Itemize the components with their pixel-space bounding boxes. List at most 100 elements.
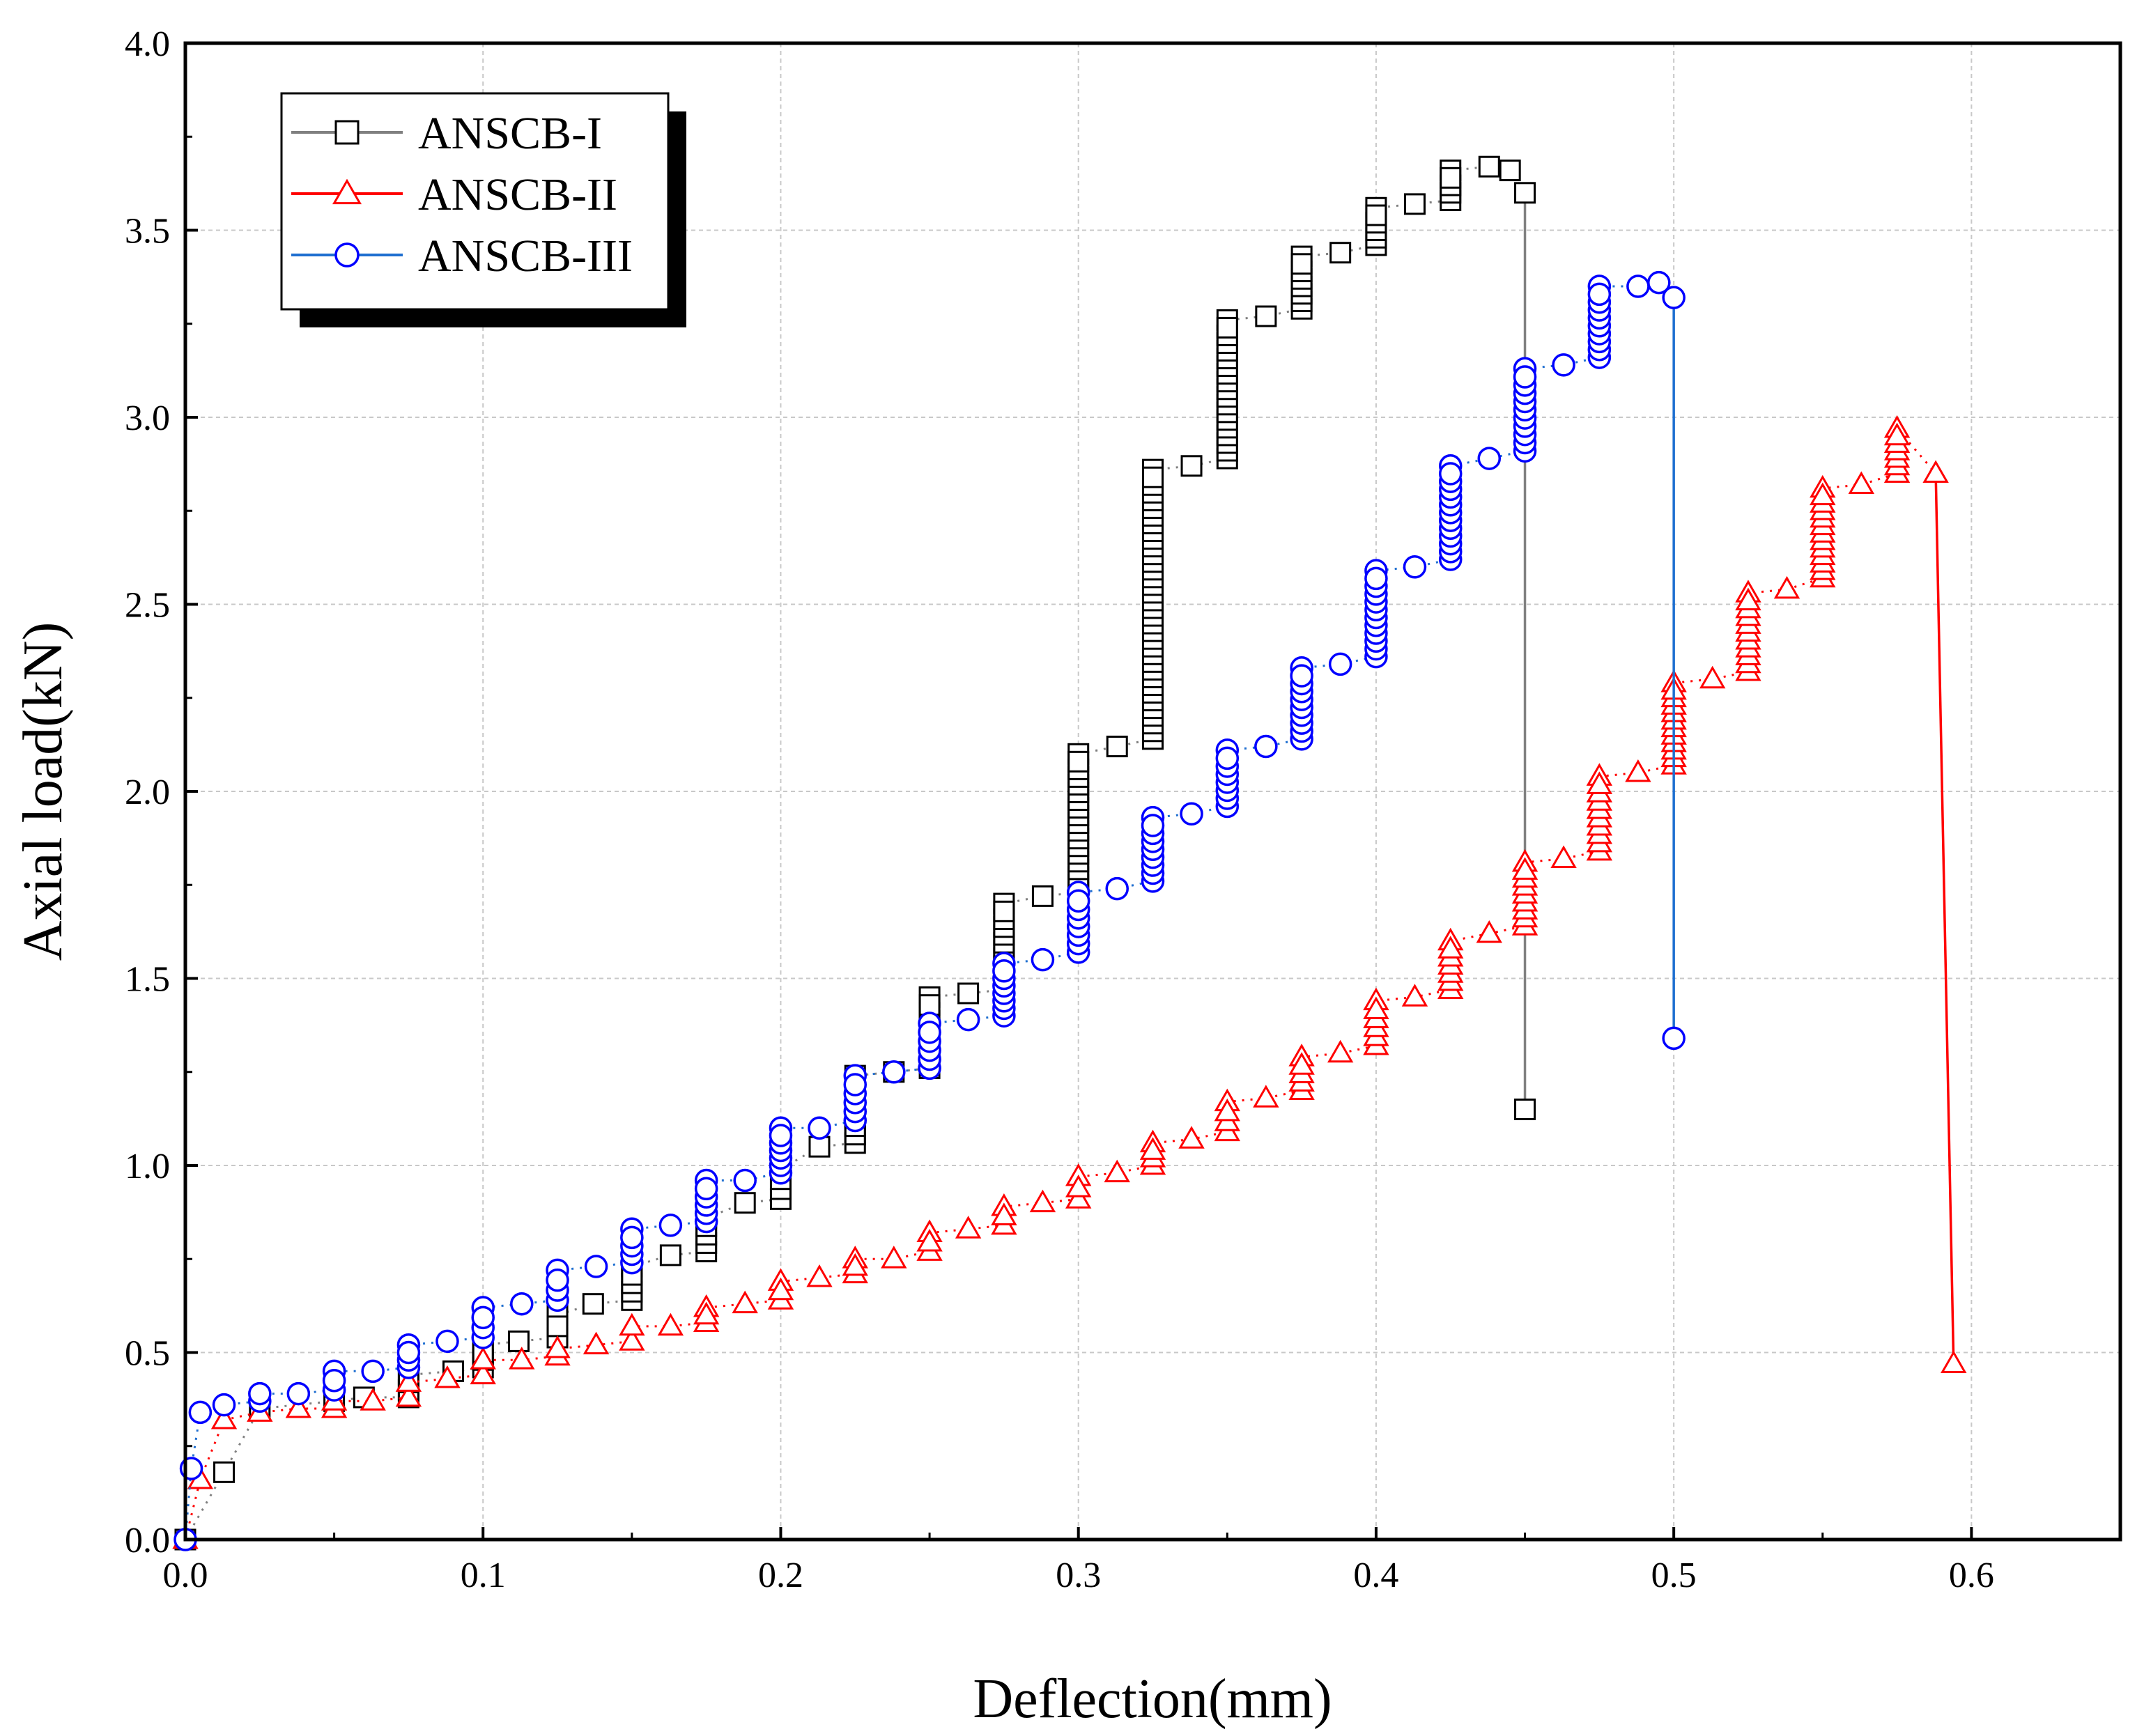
data-point bbox=[1403, 193, 1426, 215]
data-point bbox=[1253, 1085, 1279, 1108]
data-point bbox=[1178, 1126, 1205, 1149]
data-point-stack bbox=[1288, 1052, 1315, 1075]
legend-marker bbox=[332, 178, 362, 205]
data-point-stack bbox=[1587, 282, 1612, 307]
data-point bbox=[470, 1347, 496, 1370]
series-drop-line bbox=[1934, 473, 1955, 1364]
y-tick-label: 1.5 bbox=[125, 960, 170, 1000]
data-point bbox=[360, 1388, 386, 1411]
data-point bbox=[188, 1400, 213, 1425]
legend-entry-ANSCB-III: ANSCB-III bbox=[291, 231, 633, 281]
data-point-stack bbox=[1214, 1098, 1241, 1122]
data-point bbox=[1329, 242, 1352, 264]
data-point bbox=[957, 982, 980, 1005]
data-point bbox=[806, 1264, 833, 1287]
data-point bbox=[619, 1312, 645, 1336]
data-point-stack bbox=[1437, 936, 1464, 959]
y-tick-label: 1.0 bbox=[125, 1147, 170, 1186]
data-point bbox=[544, 1335, 571, 1358]
data-point bbox=[395, 1384, 422, 1407]
data-point bbox=[213, 1461, 236, 1483]
x-tick-label: 0.3 bbox=[1056, 1556, 1101, 1595]
data-point-stack bbox=[918, 1021, 941, 1044]
legend-label: ANSCB-II bbox=[418, 169, 617, 220]
data-point bbox=[659, 1244, 681, 1266]
data-point bbox=[507, 1330, 530, 1352]
data-point bbox=[1625, 759, 1651, 782]
legend-marker bbox=[334, 120, 360, 145]
data-point bbox=[1848, 471, 1875, 495]
data-point bbox=[734, 1192, 756, 1214]
data-point-stack bbox=[1364, 566, 1388, 591]
series-layer bbox=[172, 155, 1967, 1551]
data-point-stack bbox=[843, 1073, 867, 1096]
data-point bbox=[1499, 160, 1521, 182]
data-point-stack bbox=[993, 900, 1015, 922]
data-point-stack bbox=[1586, 771, 1613, 794]
data-point bbox=[955, 1216, 982, 1239]
legend-marker bbox=[334, 242, 360, 268]
x-tick-label: 0.4 bbox=[1353, 1556, 1398, 1595]
data-point bbox=[1254, 734, 1278, 759]
data-point bbox=[657, 1312, 684, 1336]
data-point bbox=[395, 1369, 422, 1392]
data-point bbox=[582, 1293, 604, 1315]
data-point-stack bbox=[1139, 1137, 1166, 1160]
data-point bbox=[1106, 736, 1128, 758]
y-tick-label: 2.5 bbox=[125, 586, 170, 626]
data-point bbox=[1403, 555, 1427, 579]
data-point bbox=[956, 1007, 980, 1032]
data-point bbox=[1180, 802, 1203, 826]
data-point bbox=[435, 1329, 459, 1354]
y-tick-label: 0.5 bbox=[125, 1334, 170, 1374]
x-tick-label: 0.1 bbox=[461, 1556, 506, 1595]
legend-label: ANSCB-III bbox=[418, 231, 633, 281]
data-point-stack bbox=[1216, 316, 1238, 339]
data-point bbox=[1327, 1039, 1354, 1063]
data-point-stack bbox=[842, 1253, 868, 1276]
data-point bbox=[881, 1246, 907, 1269]
data-point-stack bbox=[1215, 746, 1240, 770]
data-point bbox=[1476, 920, 1502, 943]
data-point bbox=[1478, 155, 1500, 178]
data-point bbox=[1328, 652, 1352, 676]
data-point bbox=[1029, 1189, 1056, 1213]
data-point bbox=[1031, 885, 1054, 907]
data-point bbox=[733, 1168, 757, 1193]
x-tick-label: 0.6 bbox=[1949, 1556, 1994, 1595]
data-point bbox=[619, 1328, 645, 1351]
data-point bbox=[361, 1359, 385, 1384]
data-point bbox=[1065, 1186, 1092, 1209]
tick-labels: 0.0 0.1 0.2 0.3 0.4 0.5 0.6 0.0 0.5 1.0 1.5 2.0 2.5 3… bbox=[125, 24, 1994, 1595]
data-point-stack bbox=[396, 1340, 421, 1365]
y-tick-label: 4.0 bbox=[125, 24, 170, 64]
data-point-stack bbox=[694, 1177, 718, 1201]
data-point-stack bbox=[1365, 204, 1387, 226]
data-point bbox=[1550, 845, 1577, 869]
legend: ANSCB-I ANSCB-II ANSCB-III bbox=[280, 92, 686, 327]
data-point bbox=[210, 1406, 238, 1429]
data-point-stack bbox=[1511, 857, 1538, 880]
data-point-stack bbox=[1290, 664, 1313, 688]
data-point-stack bbox=[767, 1277, 794, 1301]
data-point bbox=[1514, 1098, 1536, 1120]
x-tick-label: 0.0 bbox=[163, 1556, 208, 1595]
data-point bbox=[510, 1292, 534, 1316]
data-point bbox=[1922, 460, 1949, 483]
legend-entries: ANSCB-I ANSCB-II ANSCB-III bbox=[291, 108, 633, 281]
data-point bbox=[732, 1290, 758, 1314]
data-point-stack bbox=[1883, 422, 1911, 446]
data-point bbox=[1662, 286, 1686, 309]
data-point-stack bbox=[1438, 462, 1463, 486]
data-point-stack bbox=[769, 1124, 793, 1147]
data-point bbox=[808, 1116, 831, 1140]
data-point bbox=[1552, 353, 1575, 377]
data-point-stack bbox=[1810, 482, 1836, 506]
data-point bbox=[1514, 182, 1536, 204]
data-point bbox=[1941, 1350, 1967, 1374]
data-point-stack bbox=[992, 959, 1016, 983]
data-point bbox=[434, 1365, 461, 1388]
data-point bbox=[1477, 447, 1502, 470]
data-point-stack bbox=[1440, 166, 1462, 189]
series-ANSCB-III bbox=[173, 270, 1686, 1551]
